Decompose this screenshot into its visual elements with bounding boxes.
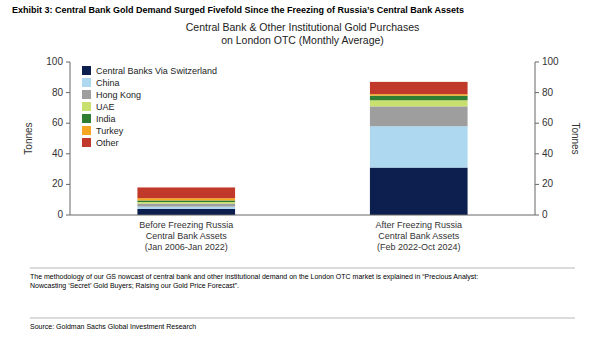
y-tick-label: 40 <box>52 148 64 159</box>
legend: Central Banks Via Switzerland China Hong K… <box>82 66 217 148</box>
bar-segment <box>370 126 468 167</box>
legend-label: China <box>96 78 120 88</box>
y-tick-label: 0 <box>542 209 548 220</box>
separator <box>30 318 575 319</box>
y-tick <box>66 92 70 93</box>
y-tick-label: 80 <box>542 87 554 98</box>
y2-axis-label: Tonnes <box>570 122 581 154</box>
bar-segment <box>137 209 235 215</box>
subtitle: Central Bank & Other Institutional Gold … <box>186 21 419 46</box>
bar-segment <box>137 202 235 204</box>
bar-segment <box>137 207 235 209</box>
legend-label: Central Banks Via Switzerland <box>96 66 217 76</box>
legend-swatch <box>82 90 91 99</box>
x-axis <box>70 215 535 216</box>
bar-segment <box>370 100 468 106</box>
legend-swatch <box>82 102 91 111</box>
legend-swatch <box>82 78 91 87</box>
bar-segment <box>370 82 468 94</box>
y-tick <box>66 123 70 124</box>
footnote: The methodology of our GS nowcast of cen… <box>30 273 478 290</box>
bar-segment <box>370 106 468 126</box>
y-tick-label: 60 <box>542 117 554 128</box>
legend-label: UAE <box>96 102 115 112</box>
source: Source: Goldman Sachs Global Investment … <box>30 323 196 330</box>
legend-swatch <box>82 114 91 123</box>
y-tick <box>535 215 539 216</box>
bar-segment <box>370 94 468 96</box>
legend-label: India <box>96 114 116 124</box>
y-tick-label: 60 <box>52 117 64 128</box>
bar-segment <box>370 96 468 101</box>
y-axis <box>70 62 71 215</box>
legend-swatch <box>82 66 91 75</box>
legend-swatch <box>82 126 91 135</box>
y-tick-label: 40 <box>542 148 554 159</box>
y-tick <box>535 153 539 154</box>
y-tick-label: 80 <box>52 87 64 98</box>
y-tick-label: 100 <box>542 56 559 67</box>
y-tick <box>535 123 539 124</box>
legend-label: Other <box>96 138 119 148</box>
x-tick-label: After Freezing RussiaCentral Bank Assets… <box>375 220 462 252</box>
bar-segment <box>137 200 235 202</box>
bar-segment <box>137 204 235 207</box>
y2-axis <box>535 62 536 215</box>
legend-swatch <box>82 138 91 147</box>
y-tick <box>66 153 70 154</box>
y-axis-label: Tonnes <box>23 122 34 154</box>
bar-segment <box>137 198 235 200</box>
y-tick <box>535 92 539 93</box>
y-tick-label: 20 <box>542 178 554 189</box>
y-tick <box>66 62 70 63</box>
y-tick <box>535 62 539 63</box>
legend-label: Hong Kong <box>96 90 141 100</box>
bars <box>137 82 467 215</box>
y-tick <box>66 215 70 216</box>
x-tick-label: Before Freezing RussiaCentral Bank Asset… <box>139 220 233 252</box>
y-tick-label: 100 <box>46 56 63 67</box>
legend-label: Turkey <box>96 126 124 136</box>
y-tick-label: 20 <box>52 178 64 189</box>
y-tick <box>66 184 70 185</box>
bar-segment <box>370 168 468 215</box>
bar-segment <box>137 187 235 198</box>
y-tick-label: 0 <box>57 209 63 220</box>
y-tick <box>535 184 539 185</box>
separator <box>30 268 575 269</box>
title: Exhibit 3: Central Bank Gold Demand Surg… <box>12 5 464 15</box>
chart: Exhibit 3: Central Bank Gold Demand Surg… <box>0 0 605 341</box>
